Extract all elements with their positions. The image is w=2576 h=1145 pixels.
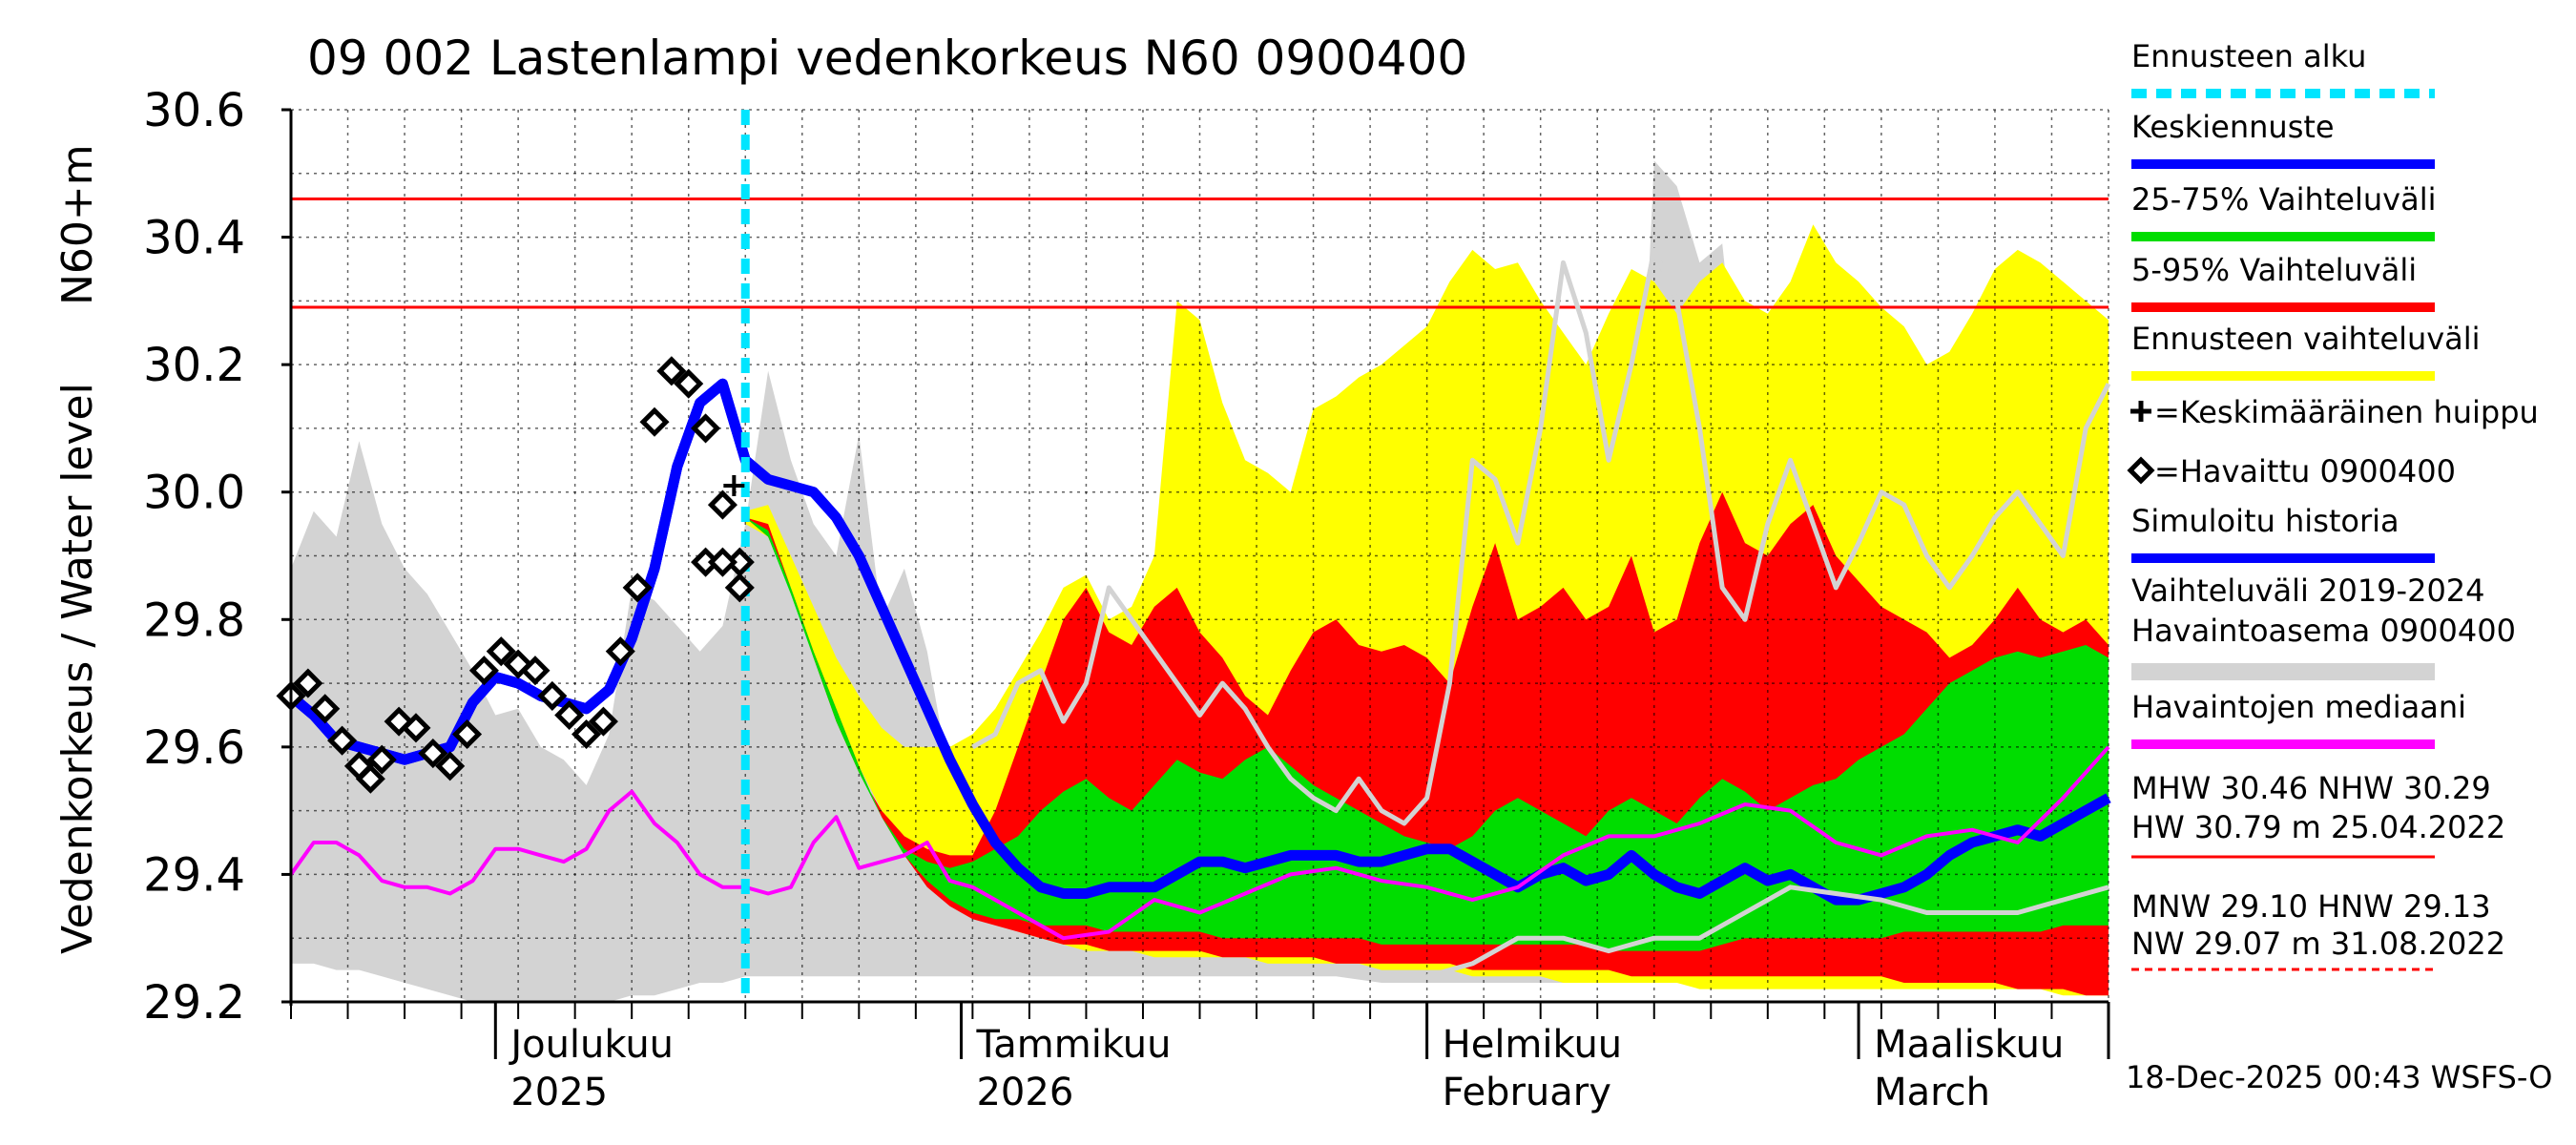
- legend-label: Havaintojen mediaani: [2131, 689, 2466, 725]
- observed-point: [435, 751, 466, 781]
- x-month-label: Helmikuu: [1443, 1023, 1623, 1067]
- observed-point: [310, 694, 341, 724]
- observed-point: [571, 718, 602, 750]
- observed-point: [327, 725, 358, 756]
- y-tick-label: 30.0: [143, 467, 245, 520]
- y-axis-unit: N60+m: [53, 144, 102, 305]
- legend-plus-icon: [2130, 401, 2151, 422]
- legend-layer: Ennusteen alku Keskiennuste 25-75% Vaihtel…: [2127, 38, 2539, 971]
- stats-line: MHW 30.46 NHW 30.29: [2131, 770, 2491, 806]
- y-axis-label: Vedenkorkeus / Water level: [53, 383, 102, 954]
- line-layer: [276, 110, 2111, 1002]
- observed-point: [355, 763, 385, 794]
- x-year-label: February: [1443, 1071, 1611, 1114]
- y-tick-label: 30.4: [143, 212, 245, 265]
- legend-label: =Havaittu 0900400: [2154, 453, 2456, 489]
- y-tick-label: 29.8: [143, 593, 245, 647]
- y-tick-label: 29.6: [143, 721, 245, 775]
- axes-layer: 29.2 29.4 29.6 29.8 30.0 30.2 30.4 30.6 Joulukuu…: [143, 84, 2110, 1114]
- observed-point: [486, 636, 516, 667]
- observed-point: [724, 572, 755, 603]
- observed-point: [588, 706, 618, 737]
- legend-label: 5-95% Vaihteluväli: [2131, 252, 2417, 288]
- observed-point: [605, 636, 635, 667]
- y-tick-label: 30.6: [143, 84, 245, 137]
- peak-marker: [723, 475, 745, 497]
- observed-point: [656, 356, 687, 386]
- stats-line: MNW 29.10 HNW 29.13: [2131, 888, 2491, 925]
- observed-point: [503, 649, 533, 679]
- x-year-label: 2025: [510, 1071, 608, 1114]
- x-month-label: Tammikuu: [975, 1023, 1171, 1067]
- observed-point: [707, 489, 737, 520]
- y-tick-label: 30.2: [143, 339, 245, 392]
- observed-point: [468, 656, 499, 686]
- x-month-label: Joulukuu: [508, 1023, 674, 1067]
- observed-point: [622, 572, 653, 603]
- series-line-3: [971, 247, 2111, 826]
- legend-label: 25-75% Vaihteluväli: [2131, 181, 2436, 218]
- x-year-label: March: [1874, 1071, 1990, 1114]
- observed-point: [293, 668, 323, 698]
- legend-label: Ennusteen alku: [2131, 38, 2366, 74]
- legend-label: =Keskimääräinen huippu: [2154, 394, 2539, 430]
- legend-diamond-icon: [2127, 456, 2155, 485]
- legend-label: Keskiennuste: [2131, 109, 2335, 145]
- x-year-label: 2026: [976, 1071, 1073, 1114]
- observed-point: [452, 718, 483, 750]
- stats-line: NW 29.07 m 31.08.2022: [2131, 926, 2505, 962]
- observed-point: [707, 547, 737, 577]
- observed-point: [674, 368, 704, 399]
- grid-layer: [290, 109, 2109, 1003]
- x-month-label: Maaliskuu: [1874, 1023, 2064, 1067]
- series-line-2: [289, 745, 2110, 941]
- legend-label: Vaihteluväli 2019-2024: [2131, 572, 2485, 609]
- footer-timestamp: 18-Dec-2025 00:43 WSFS-O: [2126, 1059, 2552, 1095]
- y-tick-label: 29.2: [143, 976, 245, 1030]
- legend-label: Havaintoasema 0900400: [2131, 613, 2516, 649]
- chart-title: 09 002 Lastenlampi vedenkorkeus N60 0900…: [307, 31, 1467, 86]
- observed-point: [691, 413, 721, 444]
- legend-label: Ennusteen vaihteluväli: [2131, 321, 2481, 357]
- observed-point: [639, 406, 670, 437]
- stats-line: HW 30.79 m 25.04.2022: [2131, 809, 2505, 845]
- observed-point: [554, 699, 585, 730]
- legend-label: Simuloitu historia: [2131, 503, 2399, 539]
- series-line-4: [1425, 885, 2109, 979]
- y-tick-label: 29.4: [143, 848, 245, 902]
- series-line-1: [287, 378, 772, 765]
- observed-point: [418, 739, 448, 769]
- observed-point: [366, 744, 397, 775]
- observed-point: [520, 656, 551, 686]
- observed-point: [537, 680, 568, 711]
- observed-point: [401, 713, 431, 743]
